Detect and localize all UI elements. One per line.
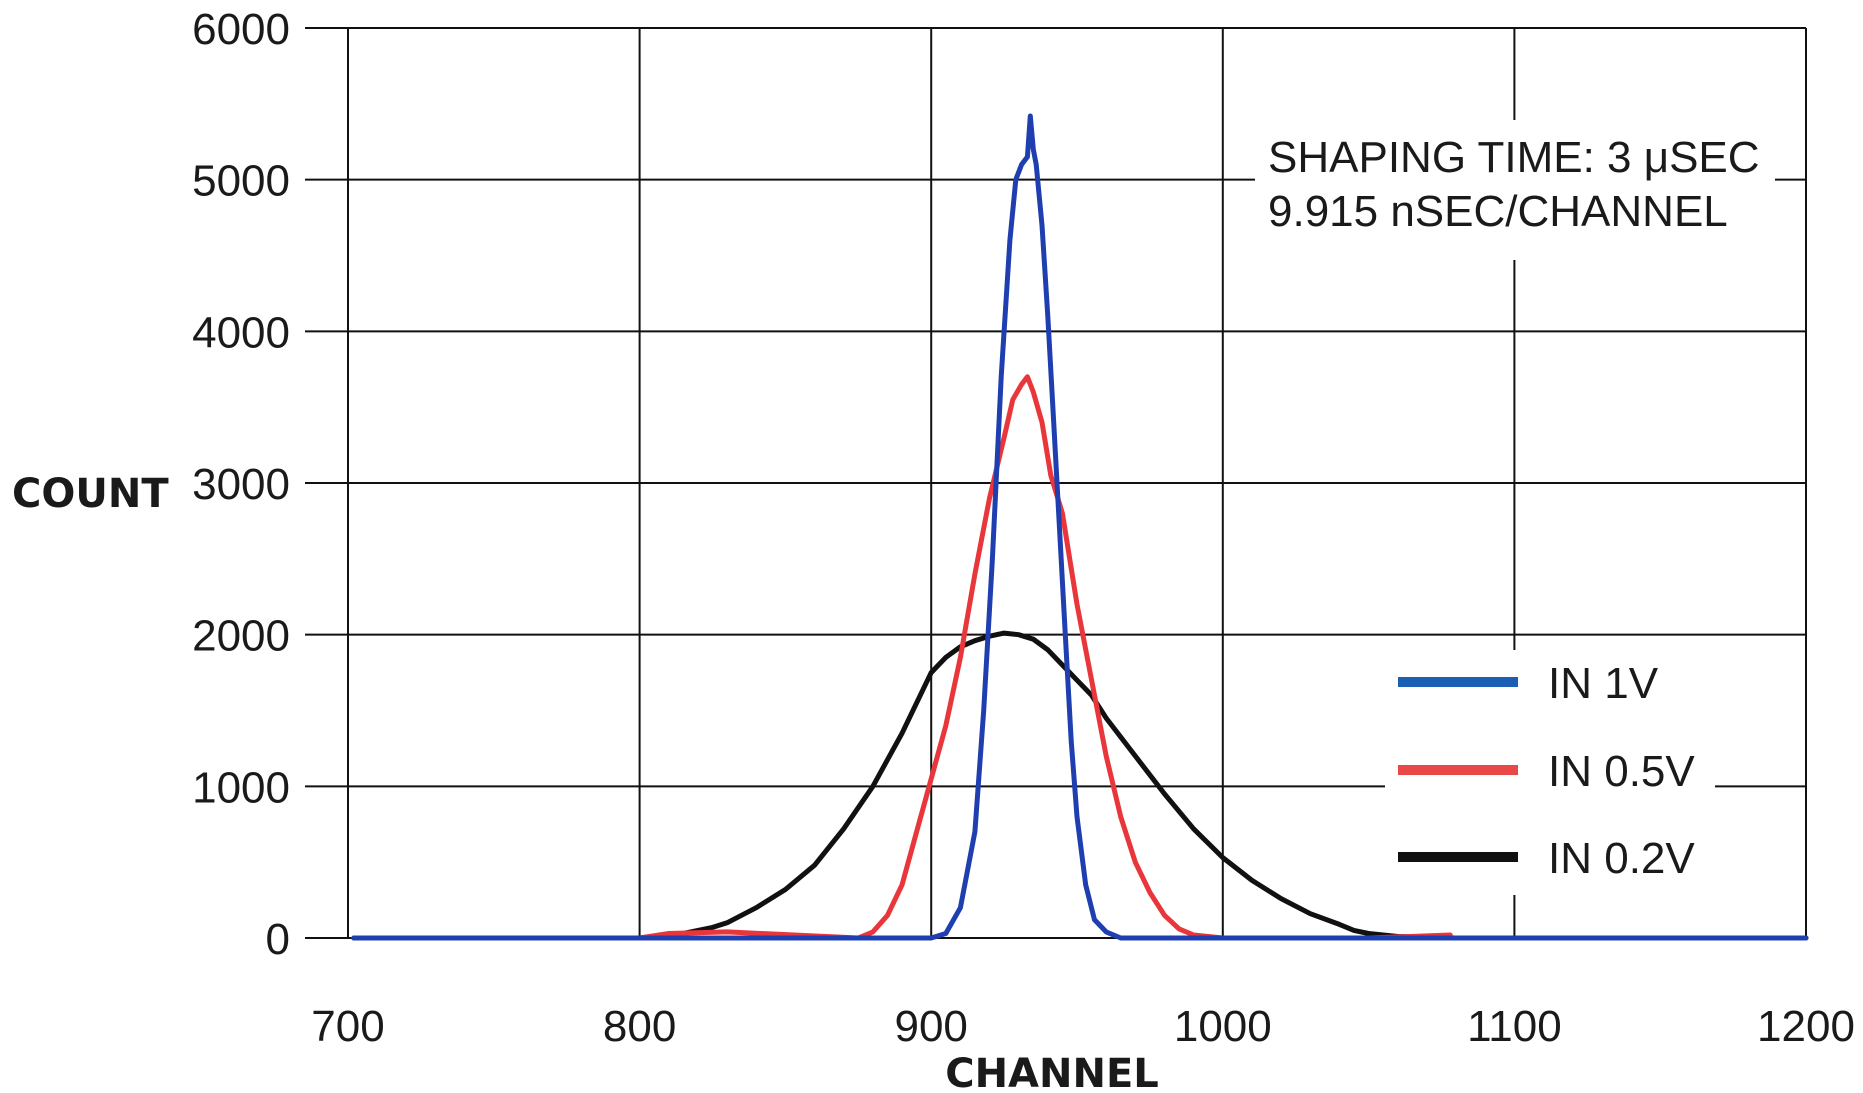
x-axis-title: CHANNEL (945, 1051, 1159, 1093)
x-tick-label-800: 800 (603, 1002, 676, 1051)
annotation-shaping-time: SHAPING TIME: 3 μSEC (1268, 133, 1760, 182)
y-tick-label-6000: 6000 (192, 5, 290, 54)
x-tick-label-1200: 1200 (1757, 1002, 1855, 1051)
series-layer (351, 113, 1809, 941)
x-tick-label-1100: 1100 (1467, 1002, 1562, 1051)
y-axis-ticks: 0 1000 2000 3000 4000 5000 6000 (192, 5, 290, 964)
y-axis-title: COUNT (12, 471, 169, 517)
series-line-in-1v (351, 113, 1809, 941)
y-tick-label-0: 0 (266, 915, 290, 964)
series-line-in-0-2v (351, 630, 1809, 941)
annotation-background (1255, 120, 1775, 260)
x-tick-label-700: 700 (311, 1002, 384, 1051)
legend-label-in-1v: IN 1V (1548, 659, 1659, 708)
x-axis-ticks: 700 800 900 1000 1100 1200 (311, 1002, 1855, 1051)
legend: IN 1V IN 0.5V IN 0.2V (1398, 659, 1695, 883)
y-tick-label-1000: 1000 (192, 763, 290, 812)
legend-label-in-0-5v: IN 0.5V (1548, 747, 1695, 796)
series-line-in-0-5v (351, 374, 1453, 941)
legend-label-in-0-2v: IN 0.2V (1548, 834, 1695, 883)
x-tick-label-900: 900 (894, 1002, 967, 1051)
annotation-ns-per-channel: 9.915 nSEC/CHANNEL (1268, 187, 1728, 236)
y-tick-label-4000: 4000 (192, 308, 290, 357)
y-tick-label-5000: 5000 (192, 157, 290, 206)
x-tick-label-1000: 1000 (1174, 1002, 1272, 1051)
y-tick-label-3000: 3000 (192, 460, 290, 509)
y-tick-label-2000: 2000 (192, 612, 290, 661)
